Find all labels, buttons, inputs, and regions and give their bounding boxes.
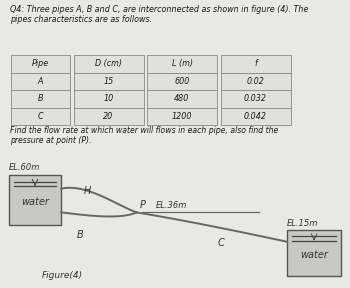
Text: 0.02: 0.02 <box>246 77 265 86</box>
Text: EL.60m: EL.60m <box>9 164 40 173</box>
Text: Figure(4): Figure(4) <box>42 271 83 280</box>
FancyBboxPatch shape <box>10 73 70 90</box>
Text: Find the flow rate at which water will flows in each pipe, also find the
pressur: Find the flow rate at which water will f… <box>10 126 279 145</box>
FancyBboxPatch shape <box>147 73 217 90</box>
Text: 0.042: 0.042 <box>244 112 267 121</box>
FancyBboxPatch shape <box>220 108 290 125</box>
Text: 1200: 1200 <box>172 112 192 121</box>
Text: P: P <box>139 200 145 210</box>
Text: A: A <box>37 77 43 86</box>
FancyBboxPatch shape <box>10 90 70 108</box>
Text: 15: 15 <box>103 77 114 86</box>
Text: L (m): L (m) <box>172 59 193 68</box>
FancyBboxPatch shape <box>74 55 144 73</box>
Text: C: C <box>217 238 224 248</box>
Text: water: water <box>300 250 328 260</box>
Text: Pipe: Pipe <box>32 59 49 68</box>
Text: 10: 10 <box>103 94 114 103</box>
Text: H: H <box>84 185 91 196</box>
Text: D (cm): D (cm) <box>95 59 122 68</box>
Text: B: B <box>37 94 43 103</box>
Text: EL.36m: EL.36m <box>156 201 187 210</box>
FancyBboxPatch shape <box>74 90 144 108</box>
Text: EL.15m: EL.15m <box>287 219 318 228</box>
Text: 0.032: 0.032 <box>244 94 267 103</box>
Text: 600: 600 <box>174 77 190 86</box>
Text: f: f <box>254 59 257 68</box>
Text: water: water <box>21 197 49 207</box>
FancyBboxPatch shape <box>147 90 217 108</box>
Text: 20: 20 <box>103 112 114 121</box>
Bar <box>9 175 61 225</box>
FancyBboxPatch shape <box>10 55 70 73</box>
FancyBboxPatch shape <box>10 108 70 125</box>
FancyBboxPatch shape <box>220 73 290 90</box>
FancyBboxPatch shape <box>220 90 290 108</box>
FancyBboxPatch shape <box>147 108 217 125</box>
Text: Q4: Three pipes A, B and C, are interconnected as shown in figure (4). The
pipes: Q4: Three pipes A, B and C, are intercon… <box>10 5 309 24</box>
Text: B: B <box>77 230 84 240</box>
FancyBboxPatch shape <box>147 55 217 73</box>
Bar <box>287 230 341 276</box>
Text: C: C <box>37 112 43 121</box>
FancyBboxPatch shape <box>74 73 144 90</box>
FancyBboxPatch shape <box>74 108 144 125</box>
FancyBboxPatch shape <box>220 55 290 73</box>
Text: 480: 480 <box>174 94 190 103</box>
